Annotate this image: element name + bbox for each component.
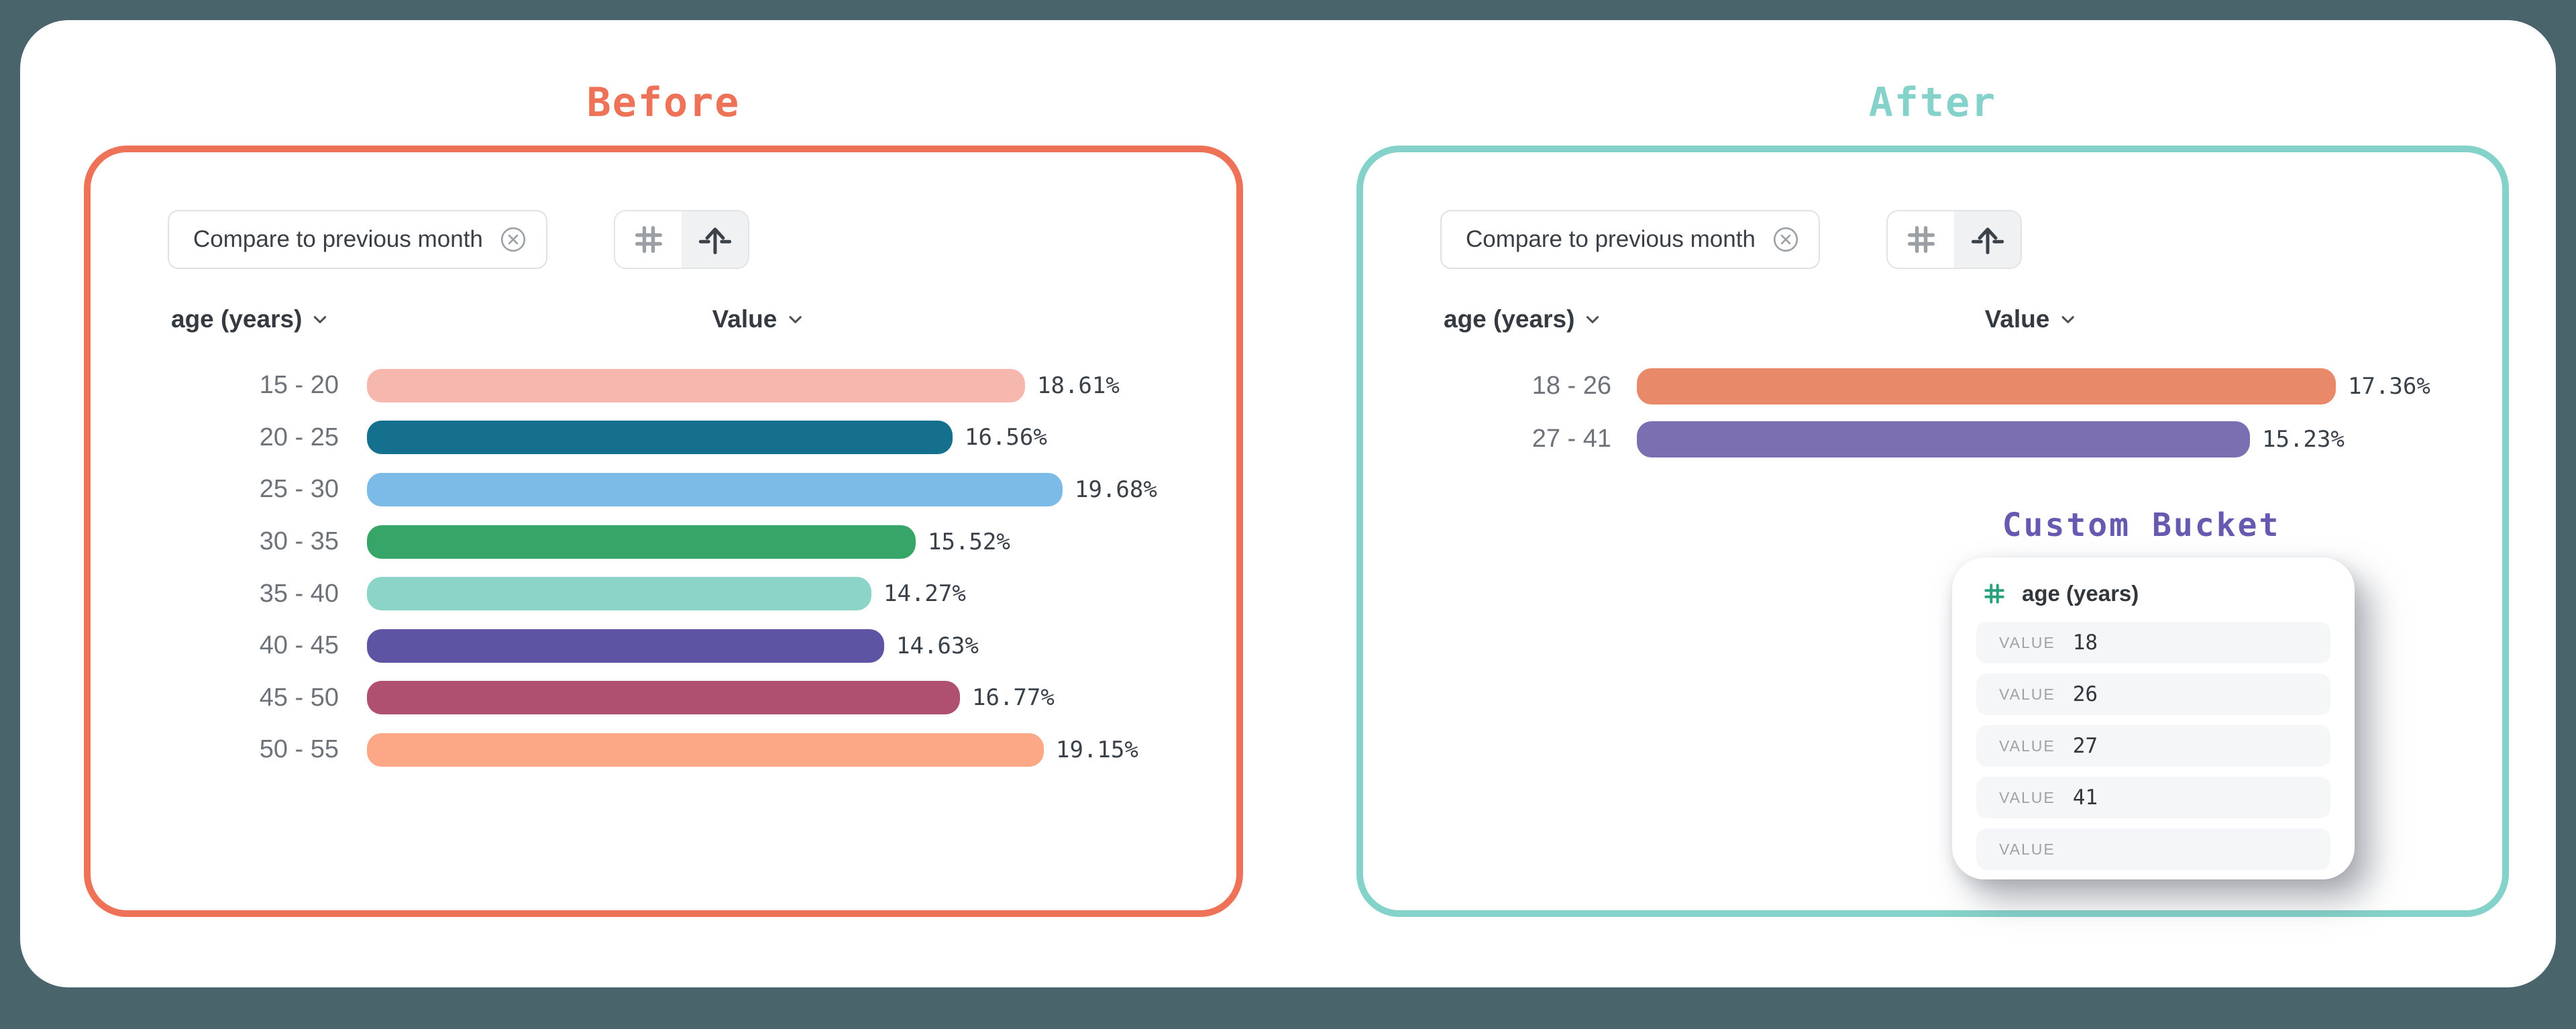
table-row: 40 - 45 14.63%	[91, 620, 1236, 672]
chevron-down-icon	[1584, 311, 1601, 328]
bar[interactable]	[367, 368, 1025, 402]
value-label: 16.77%	[972, 684, 1055, 712]
dimension-header-label: age (years)	[1444, 305, 1575, 333]
compare-chip-label: Compare to previous month	[193, 226, 483, 252]
hash-icon	[1904, 222, 1939, 257]
before-title: Before	[586, 79, 741, 126]
compare-chip[interactable]: Compare to previous month	[168, 210, 547, 269]
category-label: 18 - 26	[1532, 372, 1611, 400]
value-label: 18.61%	[1037, 372, 1120, 399]
table-row: 18 - 26 17.36%	[1363, 360, 2502, 413]
value-field-label: VALUE	[1999, 737, 2055, 755]
value-column-header[interactable]: Value	[712, 305, 804, 333]
category-label: 50 - 55	[259, 735, 339, 764]
after-bar-chart: 18 - 26 17.36% 27 - 41 15.23%	[1363, 360, 2502, 466]
format-toggle	[614, 210, 749, 269]
table-row: 50 - 55 19.15%	[91, 724, 1236, 776]
bucket-value-input[interactable]: VALUE 18	[1976, 622, 2330, 663]
custom-bucket-title: Custom Bucket	[2002, 506, 2281, 544]
compare-chip-label: Compare to previous month	[1466, 226, 1756, 252]
category-label: 27 - 41	[1532, 425, 1611, 453]
compare-chip[interactable]: Compare to previous month	[1440, 210, 1820, 269]
value-label: 19.15%	[1056, 736, 1138, 763]
chevron-down-icon	[2059, 311, 2076, 328]
hash-icon	[1982, 581, 2007, 606]
category-label: 20 - 25	[259, 423, 339, 451]
category-label: 25 - 30	[259, 475, 339, 504]
bucket-value-input[interactable]: VALUE	[1976, 828, 2330, 870]
table-row: 35 - 40 14.27%	[91, 567, 1236, 620]
category-label: 15 - 20	[259, 371, 339, 400]
bar[interactable]	[367, 421, 953, 455]
arrow-up-icon	[1970, 222, 2005, 257]
before-bar-chart: 15 - 20 18.61% 20 - 25 16.56% 25 - 30 19…	[91, 360, 1236, 776]
bucket-value-input[interactable]: VALUE 27	[1976, 725, 2330, 767]
value-label: 15.52%	[928, 528, 1010, 555]
value-label: 17.36%	[2348, 372, 2430, 400]
value-header-label: Value	[712, 305, 777, 333]
bar[interactable]	[367, 577, 871, 611]
value-field-number: 41	[2072, 786, 2098, 810]
value-field-label: VALUE	[1999, 788, 2055, 806]
value-label: 14.27%	[883, 580, 966, 608]
value-label: 16.56%	[965, 424, 1047, 451]
table-row: 30 - 35 15.52%	[91, 516, 1236, 568]
before-panel: Compare to previous month	[84, 146, 1243, 917]
number-format-button[interactable]	[1888, 211, 1954, 268]
value-field-number: 26	[2072, 682, 2098, 706]
value-field-label: VALUE	[1999, 633, 2055, 651]
dimension-column-header[interactable]: age (years)	[1444, 305, 1601, 333]
value-field-number: 18	[2072, 631, 2098, 655]
table-row: 25 - 30 19.68%	[91, 464, 1236, 516]
category-label: 35 - 40	[259, 579, 339, 608]
value-label: 15.23%	[2262, 425, 2345, 453]
table-row: 20 - 25 16.56%	[91, 412, 1236, 464]
bar[interactable]	[367, 681, 960, 715]
move-to-top-button[interactable]	[1954, 211, 2021, 268]
value-label: 19.68%	[1075, 476, 1157, 503]
chip-close-icon[interactable]	[499, 225, 527, 254]
arrow-up-icon	[698, 222, 733, 257]
hash-icon	[631, 222, 666, 257]
category-label: 30 - 35	[259, 527, 339, 556]
format-toggle	[1886, 210, 2022, 269]
bar[interactable]	[367, 472, 1063, 506]
chip-close-icon[interactable]	[1772, 225, 1800, 254]
table-row: 45 - 50 16.77%	[91, 672, 1236, 724]
value-header-label: Value	[1984, 305, 2050, 333]
dimension-header-label: age (years)	[171, 305, 303, 333]
canvas-card: Before After Compare to previous month	[20, 20, 2556, 987]
number-format-button[interactable]	[615, 211, 682, 268]
bar[interactable]	[367, 733, 1044, 767]
value-column-header[interactable]: Value	[1985, 305, 2077, 333]
after-panel: Compare to previous month	[1356, 146, 2509, 917]
chevron-down-icon	[311, 311, 329, 328]
value-label: 14.63%	[896, 632, 979, 659]
table-row: 27 - 41 15.23%	[1363, 413, 2502, 466]
category-label: 40 - 45	[259, 631, 339, 660]
bucket-value-input[interactable]: VALUE 41	[1976, 777, 2330, 818]
bucket-value-input[interactable]: VALUE 26	[1976, 673, 2330, 715]
custom-bucket-popup: age (years) VALUE 18 VALUE 26 VALUE 27	[1952, 557, 2355, 879]
bar[interactable]	[367, 525, 916, 559]
value-field-label: VALUE	[1999, 685, 2055, 703]
bucket-field-name: age (years)	[2022, 581, 2139, 606]
category-label: 45 - 50	[259, 683, 339, 712]
value-field-label: VALUE	[1999, 840, 2055, 858]
move-to-top-button[interactable]	[682, 211, 748, 268]
after-title: After	[1868, 79, 1997, 126]
bar[interactable]	[367, 629, 884, 663]
bar[interactable]	[1637, 421, 2250, 457]
bar[interactable]	[1637, 368, 2336, 404]
value-field-number: 27	[2072, 734, 2098, 758]
table-row: 15 - 20 18.61%	[91, 360, 1236, 412]
dimension-column-header[interactable]: age (years)	[171, 305, 329, 333]
chevron-down-icon	[786, 311, 804, 328]
